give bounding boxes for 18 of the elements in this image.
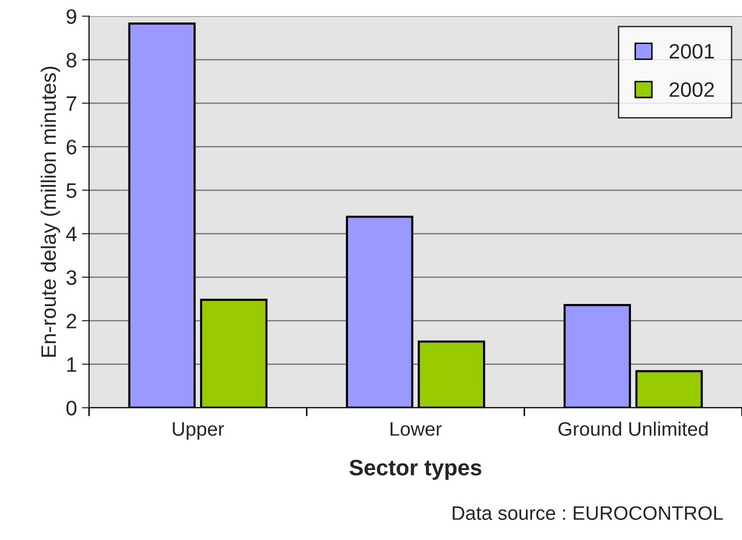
y-tick-label: 2 — [66, 314, 76, 328]
y-tick-label: 5 — [66, 183, 76, 198]
legend-label: 2002 — [670, 82, 714, 97]
source-note: Data source : EUROCONTROL — [452, 506, 723, 520]
x-tick-label: Lower — [390, 422, 442, 436]
legend-label: 2001 — [670, 44, 714, 59]
y-tick-label: 8 — [66, 52, 76, 68]
y-tick-label: 3 — [66, 270, 76, 285]
x-tick-label: Ground Unlimited — [558, 422, 708, 436]
x-axis-title: Sector types — [349, 460, 482, 480]
y-axis-title: En-route delay (million minutes) — [40, 66, 60, 357]
y-tick-label: 9 — [66, 9, 76, 24]
x-tick-label: Upper — [172, 422, 224, 440]
y-tick-label: 6 — [66, 140, 76, 154]
y-tick-label: 4 — [66, 226, 77, 242]
y-tick-label: 7 — [66, 96, 76, 111]
y-tick-label: 1 — [67, 357, 76, 372]
y-tick-label: 0 — [66, 400, 76, 416]
